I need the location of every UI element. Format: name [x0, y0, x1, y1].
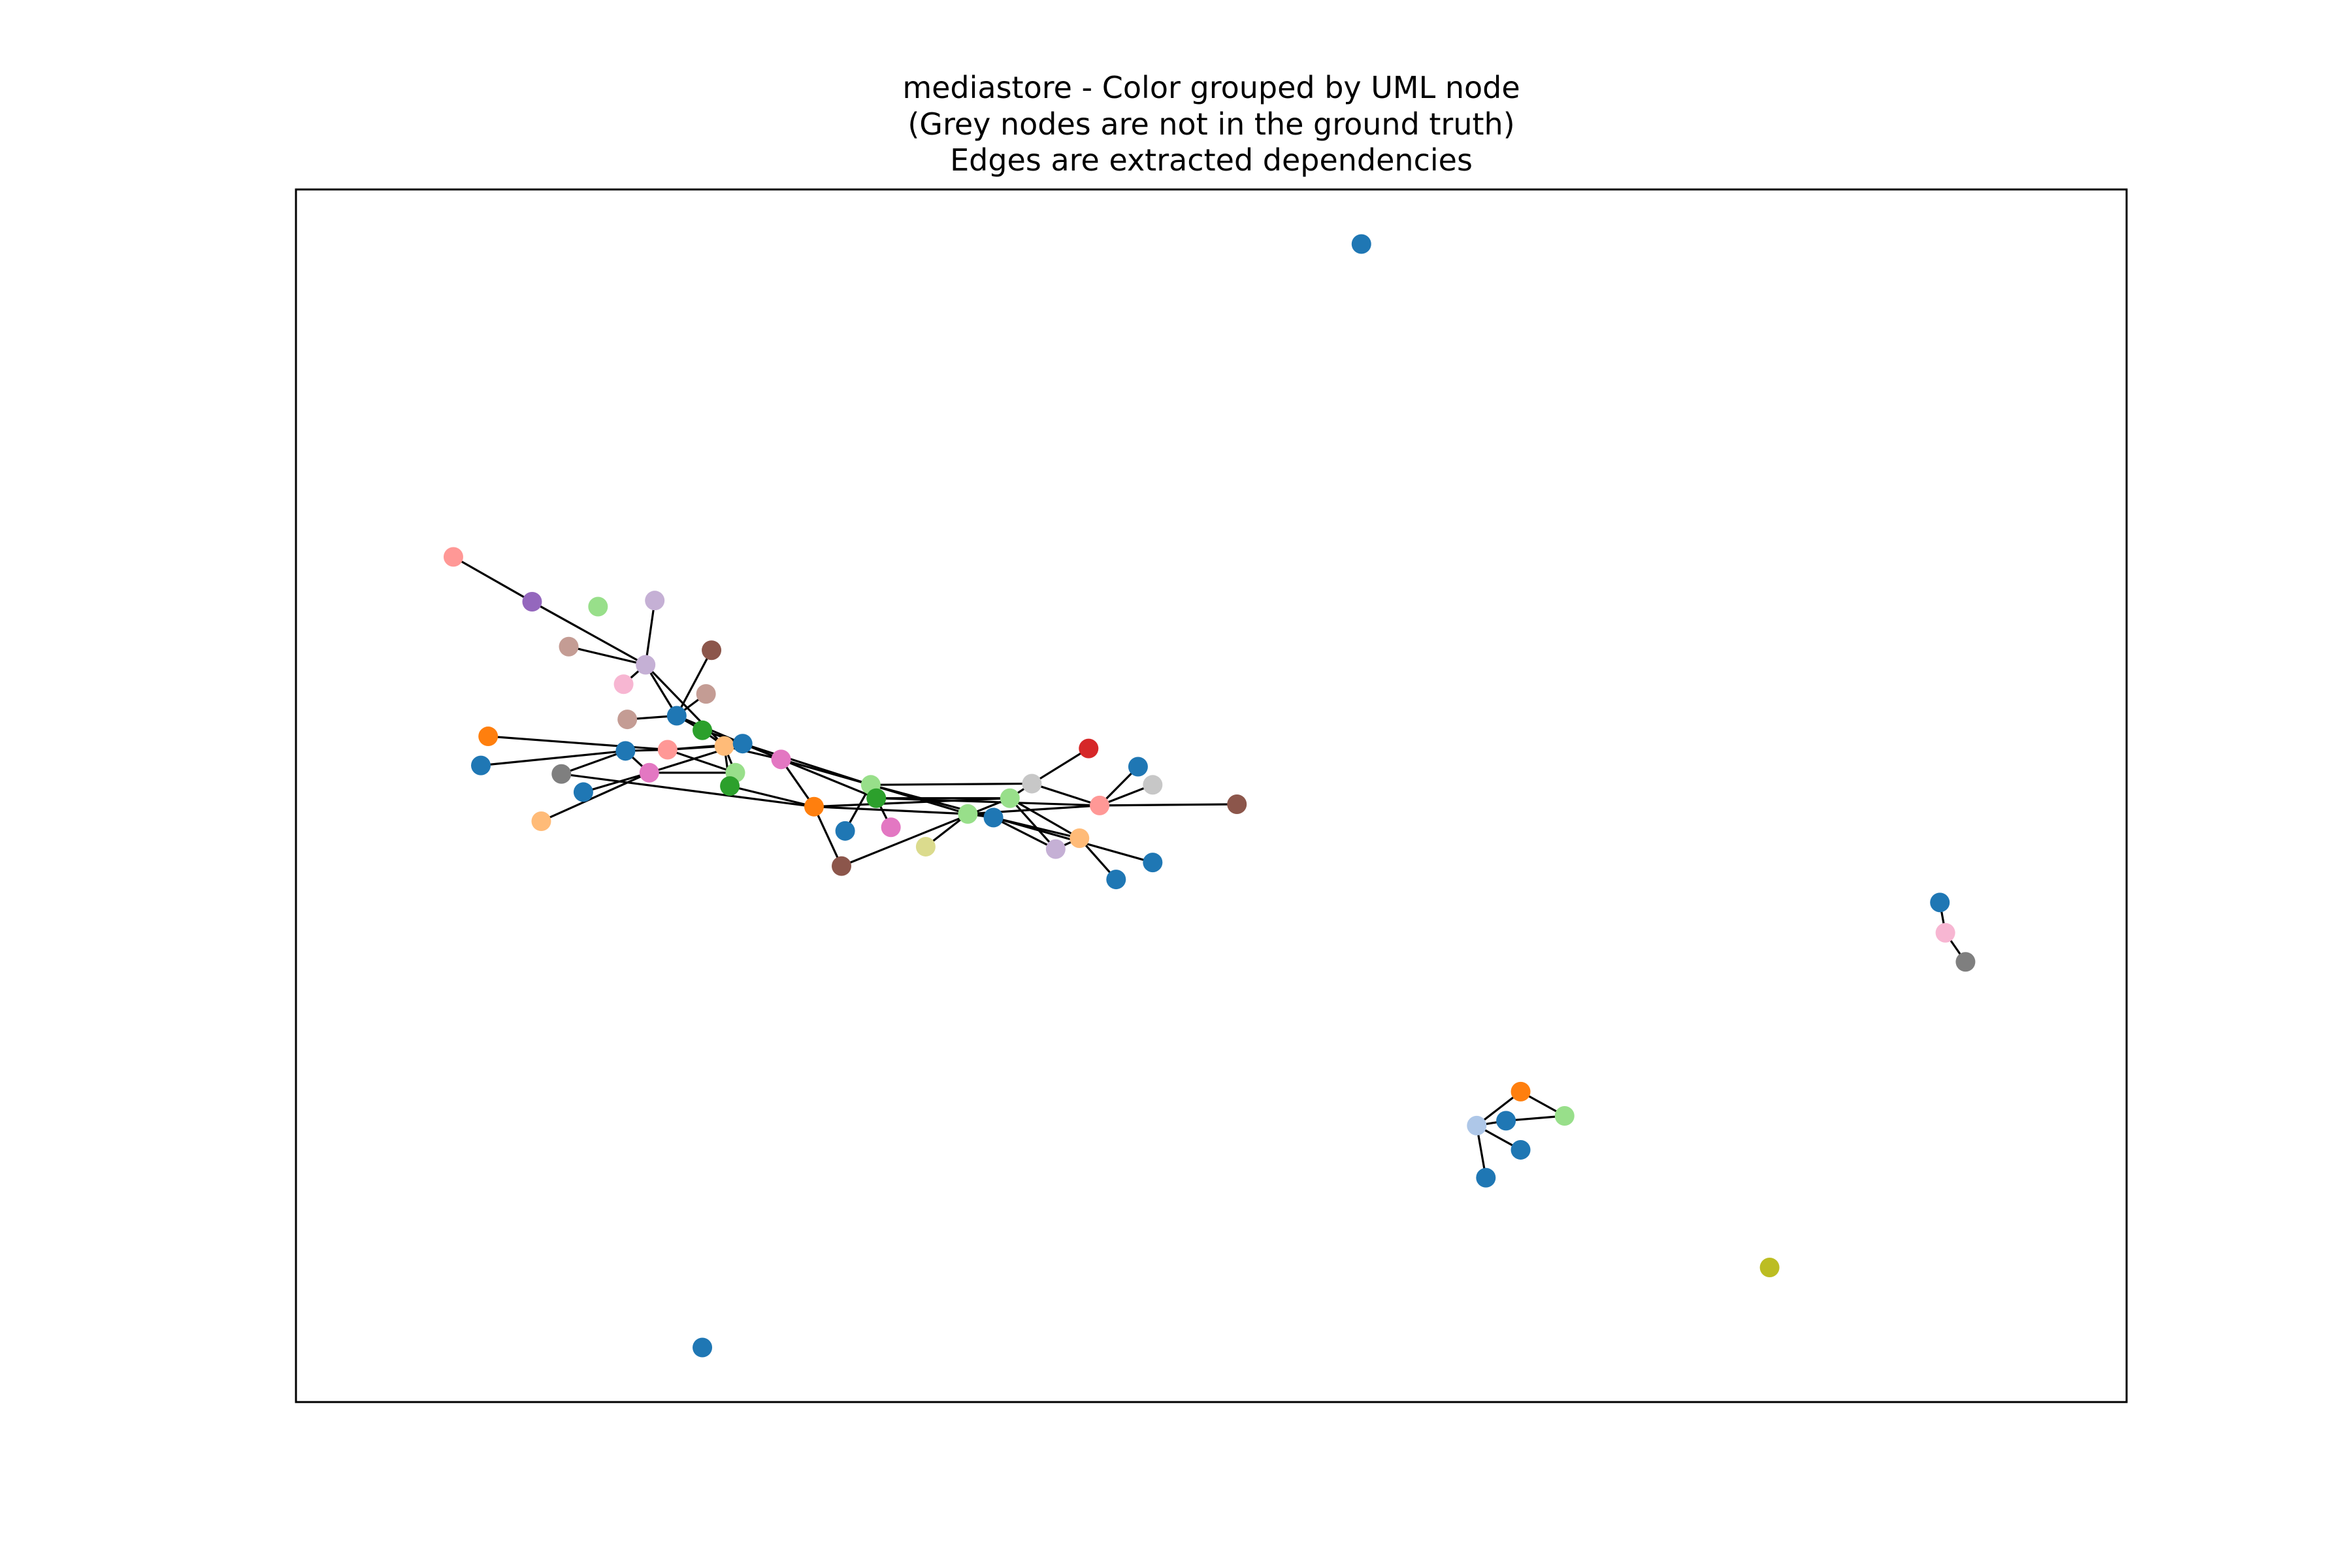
- graph-node-n25: [531, 811, 551, 831]
- graph-node-n56: [1935, 923, 1955, 943]
- graph-node-n47: [693, 1337, 713, 1358]
- figure-title: mediastore - Color grouped by UML node (…: [902, 70, 1520, 178]
- edge-n28-n40: [876, 797, 1100, 807]
- edge-layer: [453, 555, 1967, 1178]
- graph-node-n54: [1476, 1168, 1496, 1188]
- edge-n26-n31: [813, 806, 843, 867]
- edge-n6-n11: [644, 664, 678, 717]
- edge-n19-n26: [561, 773, 815, 808]
- graph-node-n39: [1143, 775, 1163, 795]
- graph-node-n40: [1090, 795, 1110, 815]
- graph-node-n19: [551, 764, 572, 784]
- edge-n36-n40: [1031, 782, 1100, 807]
- edge-n18-n14: [480, 749, 626, 767]
- graph-node-n55: [1930, 892, 1950, 913]
- graph-node-n57: [1955, 952, 1976, 972]
- graph-node-n18: [471, 755, 491, 776]
- edge-n17-n28: [742, 742, 877, 800]
- graph-node-n7: [702, 640, 722, 661]
- edge-n5-n6: [568, 645, 646, 666]
- graph-node-n43: [1106, 870, 1126, 890]
- edge-n35-n42: [992, 816, 1056, 851]
- graph-node-n4: [645, 591, 665, 611]
- graph-node-n1: [443, 547, 463, 567]
- graph-node-n11: [666, 706, 687, 726]
- edge-n31-n34: [841, 797, 1011, 868]
- title-line-2: (Grey nodes are not in the ground truth): [907, 106, 1514, 142]
- graph-node-n15: [657, 740, 678, 760]
- graph-node-n12: [693, 720, 713, 740]
- graph-node-n41: [1070, 828, 1090, 848]
- title-line-3: Edges are extracted dependencies: [950, 142, 1473, 178]
- graph-node-n35: [983, 808, 1004, 828]
- graph-node-n52: [1554, 1105, 1575, 1126]
- edge-n34-n41: [1009, 797, 1081, 840]
- graph-node-n44: [1143, 853, 1163, 873]
- graph-node-n23: [720, 776, 740, 796]
- graph-node-n9: [696, 684, 716, 704]
- graph-node-n3: [588, 596, 608, 617]
- graph-node-n22: [771, 749, 791, 770]
- edge-n7-n11: [676, 649, 713, 717]
- graph-node-n8: [613, 674, 634, 694]
- graph-node-n16: [714, 736, 734, 756]
- edge-n1-n2: [453, 555, 533, 603]
- graph-node-n32: [915, 836, 936, 857]
- edge-n34-n42: [1009, 797, 1057, 850]
- graph-node-n34: [1000, 788, 1020, 808]
- graph-node-n50: [1467, 1115, 1487, 1135]
- title-line-1: mediastore - Color grouped by UML node: [902, 70, 1520, 105]
- edge-n22-n27: [781, 758, 872, 786]
- graph-node-n42: [1045, 839, 1066, 859]
- edge-n13-n15: [488, 735, 668, 751]
- graph-node-n28: [866, 788, 887, 808]
- edge-n15-n21: [667, 748, 736, 774]
- graph-node-n49: [1511, 1081, 1531, 1102]
- edge-n26-n33: [813, 806, 968, 815]
- plot-area-frame: [295, 188, 2128, 1403]
- graph-node-n33: [958, 804, 978, 824]
- graph-node-n5: [559, 636, 579, 657]
- edge-n26-n34: [813, 797, 1010, 808]
- graph-node-n37: [1079, 738, 1099, 759]
- graph-node-n26: [804, 796, 824, 817]
- node-layer: [443, 234, 1976, 1358]
- graph-node-n13: [478, 727, 498, 747]
- graph-node-n53: [1511, 1139, 1531, 1160]
- graph-node-n51: [1496, 1111, 1516, 1131]
- edge-n25-n20: [540, 772, 650, 823]
- graph-node-n45: [1227, 794, 1247, 814]
- graph-node-n6: [636, 655, 656, 675]
- edge-n27-n36: [870, 782, 1032, 786]
- graph-node-n20: [639, 762, 659, 783]
- graph-node-n48: [1759, 1257, 1780, 1277]
- edge-n2-n6: [531, 600, 646, 666]
- graph-node-n46: [1351, 234, 1371, 254]
- graph-node-n17: [732, 734, 753, 754]
- graph-node-n30: [881, 817, 901, 838]
- graph-node-n29: [835, 821, 855, 841]
- graph-node-n2: [522, 592, 542, 612]
- graph-node-n24: [573, 782, 593, 802]
- edge-n19-n14: [561, 749, 626, 776]
- edge-n23-n26: [729, 785, 815, 808]
- edge-n24-n20: [583, 772, 650, 793]
- graph-node-n10: [617, 710, 638, 730]
- graph-node-n14: [615, 741, 636, 761]
- graph-node-n36: [1022, 774, 1042, 794]
- edge-n4-n6: [644, 600, 656, 665]
- edge-n40-n45: [1100, 803, 1237, 807]
- edge-n36-n37: [1031, 747, 1090, 785]
- graph-node-n38: [1128, 757, 1148, 777]
- graph-node-n31: [831, 856, 851, 876]
